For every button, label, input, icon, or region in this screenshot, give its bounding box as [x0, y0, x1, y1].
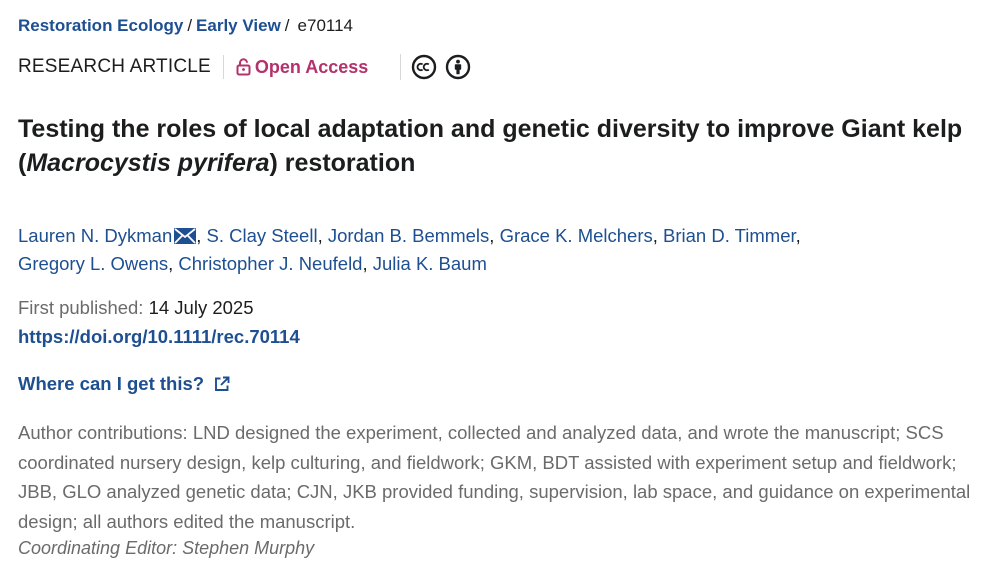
article-meta-row: RESEARCH ARTICLE Open Access: [18, 53, 471, 81]
published-date: 14 July 2025: [148, 297, 254, 318]
coordinating-editor: Coordinating Editor: Stephen Murphy: [18, 538, 315, 558]
open-access-badge: Open Access: [236, 57, 368, 78]
author-separator: ,: [795, 225, 801, 246]
license-icons[interactable]: [411, 54, 471, 80]
open-access-label: Open Access: [254, 56, 369, 77]
creative-commons-icon[interactable]: [411, 54, 437, 80]
author-separator: ,: [196, 225, 202, 246]
attribution-icon[interactable]: [445, 54, 471, 80]
breadcrumb-section-link[interactable]: Early View: [196, 16, 281, 35]
breadcrumb-separator: /: [187, 16, 193, 35]
author-separator: ,: [317, 225, 323, 246]
title-end: ) restoration: [269, 149, 416, 177]
external-link-icon: [215, 376, 230, 391]
author-list: Lauren N. Dykman , S. Clay Steell, Jorda…: [18, 222, 918, 278]
species-name: Macrocystis pyrifera: [26, 149, 270, 177]
author-link[interactable]: Lauren N. Dykman: [18, 225, 173, 246]
divider: [222, 55, 224, 79]
author-link[interactable]: Julia K. Baum: [372, 253, 487, 274]
open-lock-icon: [236, 58, 251, 76]
author-link[interactable]: Brian D. Timmer: [663, 225, 796, 246]
where-link-label: Where can I get this?: [18, 373, 205, 394]
author-link[interactable]: S. Clay Steell: [206, 225, 318, 246]
where-can-i-get-this-link[interactable]: Where can I get this?: [18, 372, 230, 396]
author-link[interactable]: Jordan B. Bemmels: [327, 225, 490, 246]
title-main: Testing the roles of local adaptation an…: [18, 115, 963, 143]
mail-icon[interactable]: [174, 228, 197, 244]
author-link[interactable]: Gregory L. Owens: [18, 253, 169, 274]
article-type: RESEARCH ARTICLE: [18, 56, 211, 77]
author-separator: ,: [489, 225, 495, 246]
author-link[interactable]: Grace K. Melchers: [499, 225, 653, 246]
author-separator: ,: [362, 253, 368, 274]
author-separator: ,: [168, 253, 174, 274]
doi-link[interactable]: https://doi.org/10.1111/rec.70114: [18, 326, 300, 347]
breadcrumb: Restoration Ecology / Early View / e70114: [18, 15, 353, 37]
divider: [400, 54, 402, 80]
author-contributions: Author contributions: LND designed the e…: [18, 422, 971, 532]
breadcrumb-separator: /: [284, 16, 290, 35]
article-title: Testing the roles of local adaptation an…: [18, 112, 993, 180]
publication-date: First published: 14 July 2025: [18, 296, 254, 320]
title-paren: (: [18, 149, 27, 177]
author-separator: ,: [652, 225, 658, 246]
breadcrumb-journal-link[interactable]: Restoration Ecology: [18, 16, 184, 35]
article-id: e70114: [297, 16, 353, 35]
author-link[interactable]: Christopher J. Neufeld: [178, 253, 363, 274]
published-label: First published:: [18, 297, 144, 318]
